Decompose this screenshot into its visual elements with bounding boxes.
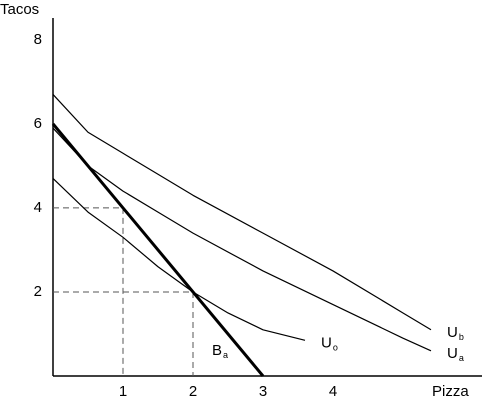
y-tick-label: 2 bbox=[34, 283, 42, 300]
series-label-main: U bbox=[321, 334, 332, 351]
indifference-curve bbox=[52, 127, 432, 352]
budget-line bbox=[51, 122, 265, 377]
indifference-curve bbox=[52, 178, 306, 341]
series-label: Ba bbox=[212, 342, 228, 360]
y-tick-label: 8 bbox=[34, 31, 42, 48]
x-tick-label: 3 bbox=[259, 383, 267, 400]
x-tick-label: 1 bbox=[119, 383, 127, 400]
series-label: Uo bbox=[321, 334, 338, 352]
series-label-sub: b bbox=[459, 332, 464, 342]
series-label: Ub bbox=[447, 324, 464, 342]
series-label-sub: o bbox=[333, 343, 338, 353]
y-tick-label: 4 bbox=[34, 199, 42, 216]
series-label-main: B bbox=[212, 342, 222, 359]
x-tick-label: 4 bbox=[329, 383, 337, 400]
series-label-main: U bbox=[447, 345, 458, 362]
x-axis-label: Pizza bbox=[432, 383, 469, 400]
series-label-sub: a bbox=[223, 350, 228, 360]
series-label: Ua bbox=[447, 345, 464, 363]
y-axis-label: Tacos bbox=[0, 1, 39, 18]
x-tick-label: 2 bbox=[189, 383, 197, 400]
series-label-main: U bbox=[447, 324, 458, 341]
y-tick-label: 6 bbox=[34, 115, 42, 132]
series-label-sub: a bbox=[459, 353, 464, 363]
indifference-curve bbox=[52, 94, 432, 331]
